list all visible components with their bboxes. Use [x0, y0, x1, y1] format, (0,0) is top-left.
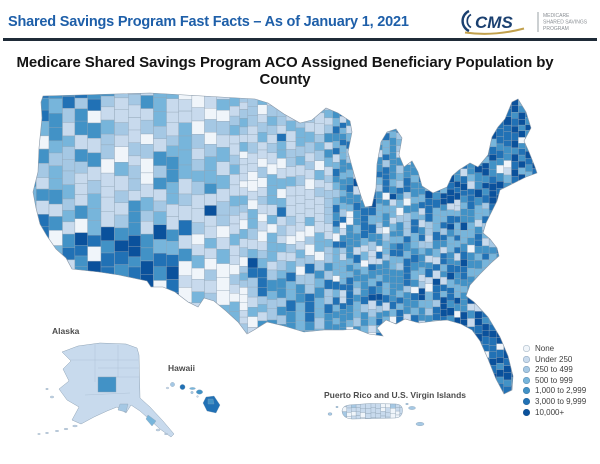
alaska-landmass — [58, 342, 175, 438]
hawaii-inset: Hawaii — [165, 363, 221, 414]
legend-swatch — [523, 355, 530, 363]
legend-label: 250 to 499 — [535, 365, 573, 375]
alaska-panhandle-county — [145, 414, 157, 427]
logo-tagline-line2: SHARED SAVINGS — [543, 20, 588, 26]
map-legend: None Under 250 250 to 499 500 to 999 1,000 t… — [523, 344, 587, 419]
legend-item: 250 to 499 — [523, 365, 586, 375]
cms-acronym: CMS — [475, 13, 513, 32]
legend-item: 10,000+ — [523, 407, 586, 417]
legend-item: 1,000 to 2,999 — [523, 386, 587, 396]
hawaii-kahoolawe — [196, 395, 199, 398]
legend-swatch — [523, 376, 530, 384]
puerto-rico-label: Puerto Rico and U.S. Virgin Islands — [324, 390, 466, 400]
page-title: Shared Savings Program Fast Facts – As o… — [8, 14, 409, 30]
legend-swatch — [523, 366, 530, 374]
cms-logo: CMS MEDICARE SHARED SAVINGS PROGRAM — [454, 8, 594, 36]
alaska-kenai-county — [117, 403, 129, 413]
cms-swoosh-inner-icon — [466, 13, 472, 29]
legend-swatch — [523, 408, 530, 416]
legend-label: 3,000 to 9,999 — [535, 396, 587, 406]
us-county-choropleth-map: Alaska Hawaii Puerto Rico and U.S. Vir — [32, 92, 538, 438]
legend-item: 3,000 to 9,999 — [523, 396, 587, 406]
puerto-rico-county-cells — [342, 403, 403, 419]
hawaii-kauai — [170, 382, 175, 387]
virgin-islands — [327, 403, 425, 427]
legend-label: None — [535, 344, 555, 353]
legend-swatch — [523, 345, 530, 352]
legend-label: 500 to 999 — [535, 375, 573, 385]
puerto-rico-inset: Puerto Rico and U.S. Virgin Islands — [324, 390, 466, 427]
legend-swatch — [523, 387, 530, 395]
alaska-label: Alaska — [52, 326, 80, 336]
cms-swoosh-outer-icon — [461, 9, 470, 33]
alaska-dark-county — [97, 376, 117, 393]
legend-label: 1,000 to 2,999 — [535, 386, 587, 396]
legend-item: 500 to 999 — [523, 375, 586, 385]
legend-swatch — [523, 397, 530, 405]
logo-tagline-line3: PROGRAM — [543, 26, 569, 32]
legend-label: 10,000+ — [535, 407, 565, 417]
legend-item: Under 250 — [523, 354, 586, 364]
hawaii-oahu — [179, 384, 186, 390]
map-title: Medicare Shared Savings Program ACO Assi… — [16, 54, 554, 88]
aleutian-islands — [37, 388, 168, 436]
hawaii-lanai — [190, 391, 194, 394]
header-divider — [3, 38, 597, 41]
logo-tagline-line1: MEDICARE — [543, 13, 570, 19]
hawaii-label: Hawaii — [168, 363, 195, 373]
hawaii-maui — [196, 389, 203, 395]
legend-item: None — [523, 344, 586, 353]
hawaii-big-island-county — [207, 398, 215, 405]
alaska-county-lines — [70, 344, 139, 396]
alaska-inset: Alaska — [37, 326, 175, 438]
hawaii-niihau — [165, 386, 170, 390]
legend-label: Under 250 — [535, 354, 573, 364]
hawaii-big-island — [202, 395, 221, 414]
cms-gold-swoosh-icon — [464, 27, 525, 35]
hawaii-molokai — [189, 387, 196, 390]
cms-logo-graphic: CMS MEDICARE SHARED SAVINGS PROGRAM — [461, 9, 588, 35]
